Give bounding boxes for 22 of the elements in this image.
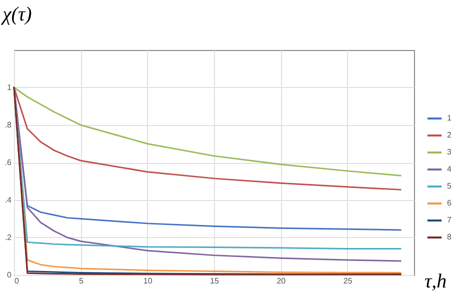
y-tick-label: .6 xyxy=(4,158,12,167)
legend-label: 2 xyxy=(447,130,452,140)
x-tick-label: 0 xyxy=(14,276,20,286)
legend-label: 6 xyxy=(447,198,452,208)
x-axis-title: τ,h xyxy=(424,270,447,292)
x-tick-label: 20 xyxy=(276,276,286,286)
y-tick-label: 0 xyxy=(7,270,12,280)
y-tick-label: .8 xyxy=(4,120,12,130)
y-axis-title: χ(τ) xyxy=(0,4,32,26)
y-tick-label: .4 xyxy=(4,196,12,204)
legend-label: 5 xyxy=(447,182,452,190)
x-tick-label: 5 xyxy=(78,276,84,286)
x-tick-label: 25 xyxy=(343,276,353,286)
y-tick-label: 1 xyxy=(7,83,12,92)
x-tick-label: 10 xyxy=(143,276,153,286)
legend-label: 4 xyxy=(447,164,452,174)
legend-label: 8 xyxy=(447,232,452,242)
legend-label: 7 xyxy=(447,216,452,224)
x-tick-label: 15 xyxy=(210,276,220,286)
legend-label: 1 xyxy=(447,114,452,122)
legend-label: 3 xyxy=(447,148,452,156)
y-tick-label: .2 xyxy=(4,233,12,242)
